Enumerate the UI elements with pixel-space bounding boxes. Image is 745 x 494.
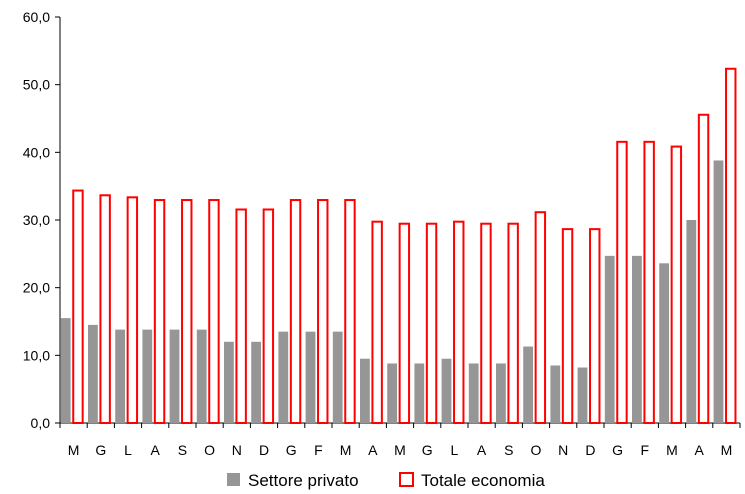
y-tick-label: 30,0 bbox=[23, 212, 50, 228]
bar-settore-privato bbox=[468, 363, 479, 423]
x-tick-label: A bbox=[477, 442, 487, 458]
x-tick-label: O bbox=[531, 442, 542, 458]
bar-totale-economia bbox=[725, 67, 737, 424]
bar-settore-privato bbox=[251, 341, 262, 423]
y-tick-label: 0,0 bbox=[31, 415, 51, 431]
x-tick-label: M bbox=[394, 442, 406, 458]
bar-settore-privato bbox=[60, 318, 71, 423]
x-tick-label: G bbox=[612, 442, 623, 458]
bar-settore-privato bbox=[577, 367, 588, 423]
bar-settore-privato bbox=[142, 329, 153, 423]
bar-settore-privato bbox=[523, 346, 534, 423]
y-axis: 0,0 10,0 20,0 30,0 40,0 50,0 60,0 bbox=[23, 9, 61, 431]
bar-settore-privato bbox=[88, 324, 98, 423]
bar-totale-economia bbox=[235, 208, 247, 424]
bar-settore-privato bbox=[332, 331, 343, 423]
y-tick-label: 10,0 bbox=[23, 347, 50, 363]
bar-totale-economia bbox=[534, 211, 547, 424]
legend: Settore privato Totale economia bbox=[227, 471, 545, 490]
x-tick-label: D bbox=[585, 442, 595, 458]
x-tick-label: L bbox=[124, 442, 132, 458]
x-tick-label: F bbox=[314, 442, 323, 458]
y-tick-label: 40,0 bbox=[23, 144, 50, 160]
x-tick-label: A bbox=[151, 442, 161, 458]
x-tick-label: S bbox=[178, 442, 187, 458]
bar-settore-privato bbox=[632, 255, 642, 423]
legend-label-settore-privato: Settore privato bbox=[248, 471, 359, 490]
bar-totale-economia bbox=[262, 208, 275, 424]
bar-totale-economia bbox=[289, 199, 302, 424]
bar-totale-economia bbox=[317, 199, 329, 424]
x-tick-label: N bbox=[232, 442, 242, 458]
legend-label-totale-economia: Totale economia bbox=[421, 471, 545, 490]
x-tick-label: G bbox=[422, 442, 433, 458]
bar-settore-privato bbox=[604, 255, 615, 423]
bar-totale-economia bbox=[208, 199, 220, 424]
bar-totale-economia bbox=[589, 228, 601, 424]
x-tick-label: D bbox=[259, 442, 269, 458]
x-tick-label: M bbox=[340, 442, 352, 458]
bar-totale-economia bbox=[616, 140, 628, 425]
bar-totale-economia bbox=[643, 140, 655, 425]
bar-totale-economia bbox=[670, 145, 683, 424]
bar-settore-privato bbox=[387, 363, 398, 423]
x-tick-label: M bbox=[721, 442, 733, 458]
x-tick-label: M bbox=[666, 442, 678, 458]
bar-settore-privato bbox=[224, 341, 234, 423]
bar-totale-economia bbox=[153, 199, 166, 424]
bar-totale-economia bbox=[697, 113, 710, 424]
bar-settore-privato bbox=[115, 329, 126, 423]
x-tick-label: A bbox=[695, 442, 705, 458]
legend-swatch-settore-privato bbox=[227, 473, 240, 486]
bar-totale-economia bbox=[126, 196, 139, 424]
bar-totale-economia bbox=[425, 222, 438, 424]
bar-totale-economia bbox=[371, 220, 383, 424]
x-tick-label: M bbox=[68, 442, 80, 458]
y-tick-label: 60,0 bbox=[23, 9, 50, 25]
bar-totale-economia bbox=[480, 222, 492, 424]
bar-settore-privato bbox=[305, 331, 316, 423]
bar-totale-economia bbox=[398, 222, 411, 424]
bar-settore-privato bbox=[278, 331, 289, 423]
x-tick-label: F bbox=[641, 442, 650, 458]
bar-totale-economia bbox=[72, 189, 84, 424]
bar-totale-economia bbox=[561, 228, 574, 424]
bar-totale-economia bbox=[99, 194, 111, 424]
bar-settore-privato bbox=[441, 358, 452, 423]
x-tick-label: S bbox=[504, 442, 513, 458]
bar-totale-economia bbox=[507, 222, 519, 424]
x-tick-label: G bbox=[95, 442, 106, 458]
bar-settore-privato bbox=[196, 329, 207, 423]
bar-totale-economia bbox=[181, 199, 193, 424]
x-tick-label: A bbox=[368, 442, 378, 458]
bar-settore-privato bbox=[496, 363, 506, 423]
x-tick-label: O bbox=[204, 442, 215, 458]
bar-totale-economia bbox=[344, 199, 356, 424]
x-tick-label: G bbox=[286, 442, 297, 458]
bar-settore-privato bbox=[550, 365, 561, 423]
bar-settore-privato bbox=[360, 358, 370, 423]
bars bbox=[60, 67, 737, 425]
bar-settore-privato bbox=[713, 160, 724, 423]
y-tick-label: 50,0 bbox=[23, 77, 50, 93]
x-tick-label: N bbox=[558, 442, 568, 458]
bar-settore-privato bbox=[169, 329, 180, 423]
bar-totale-economia bbox=[453, 220, 465, 424]
bar-settore-privato bbox=[659, 263, 670, 423]
bar-settore-privato bbox=[414, 363, 425, 423]
bar-settore-privato bbox=[686, 220, 697, 423]
y-tick-label: 20,0 bbox=[23, 280, 50, 296]
x-tick-label: L bbox=[451, 442, 459, 458]
legend-swatch-totale-economia bbox=[399, 472, 414, 487]
